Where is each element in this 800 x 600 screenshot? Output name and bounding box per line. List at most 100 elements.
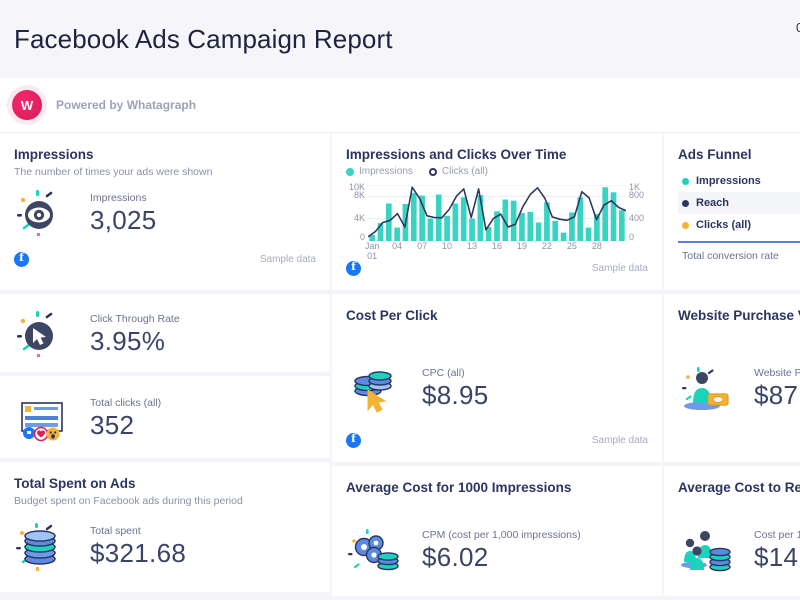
x-axis-tick-label: 07 [417,241,428,251]
axis-tick-label: 0 [359,232,365,242]
powered-by-bar: W Powered by Whatagraph [0,78,800,133]
card-average-cost-to-reach: Average Cost to Reach [664,466,800,596]
funnel-row[interactable]: Clicks (all) 516 (1 [678,214,800,236]
funnel-dot-icon [682,177,689,185]
x-axis-labels: Jan 01 04 07 10 13 16 19 22 25 28 [364,241,626,265]
funnel-dot-icon [682,221,689,229]
grid-column-3: Ads Funnel Impressions 8,629 (10 Reach 3… [664,133,800,596]
metric-value: $87.65 [754,380,800,410]
chart-bar [585,227,592,241]
chart-bar [452,203,459,241]
cursor-click-icon [14,305,76,365]
chart-bar [460,197,467,241]
chart-bar [527,211,534,241]
card-title: Website Purchase Val [678,308,800,323]
funnel-divider [678,241,800,243]
facebook-icon [346,260,361,276]
chart-bar [552,220,559,241]
metric-value: $14.64 [754,542,800,572]
chart-bar [385,203,392,241]
chart-bar [619,210,625,241]
gears-coin-icon [346,521,408,581]
y-axis-left: 0 4K 8K 10K [346,182,368,242]
metric-label: CPC (all) [422,367,465,379]
chart-bar [544,202,550,241]
metric-value: 3,025 [90,205,157,235]
card-cpm: Average Cost for 1000 Impressions [332,466,662,596]
chart-bar [502,199,509,241]
facebook-icon [346,432,361,448]
metric-block: Click Through Rate 3.95% [90,313,180,357]
axis-tick-label: 8K [353,190,365,201]
card-footer: Sample data [346,260,648,276]
card-total-clicks: Total clicks (all) 352 [0,376,330,458]
funnel-row[interactable]: Impressions 8,629 (10 [678,170,800,192]
x-axis-tick-label: 04 [392,241,403,251]
card-subtitle: Budget spent on Facebook ads during this… [14,495,243,507]
card-cost-per-click: Cost Per Click [332,294,662,462]
card-impressions: Impressions The number of times your ads… [0,133,330,290]
metric-row: Impressions 3,025 [14,184,316,244]
report-header: Facebook Ads Campaign Report 0 [0,0,800,78]
metric-block: Impressions 3,025 [90,192,157,236]
header-clipped-text: 0 [796,20,800,35]
chart-bar [519,213,525,241]
chart-bar [485,227,492,241]
chart-bar [510,200,517,241]
sample-data-label: Sample data [259,254,316,265]
metric-value: $6.02 [422,542,489,572]
chart-bar [560,232,567,241]
card-footer: Sample data [14,251,316,267]
people-coins-icon [678,521,740,581]
funnel-label: Clicks (all) [696,219,752,231]
metric-label: Impressions [90,192,147,204]
chart-bar [394,227,400,241]
chart-bar [444,215,450,241]
x-axis-tick-label: Jan 01 [364,241,380,262]
metric-label: Click Through Rate [90,313,180,325]
metric-block: CPM (cost per 1,000 impressions) $6.02 [422,529,581,573]
whatagraph-logo: W [12,90,42,120]
metric-label: CPM (cost per 1,000 impressions) [422,529,581,541]
axis-tick-label: 10K [348,182,365,192]
legend-label: Clicks (all) [441,166,489,177]
card-title: Cost Per Click [346,308,438,323]
metric-value: $321.68 [90,538,187,568]
chart-bar [369,234,375,241]
chart-plot[interactable] [368,185,626,241]
chart-line [368,186,626,238]
page-title: Facebook Ads Campaign Report [14,23,393,54]
funnel-label: Impressions [696,175,761,187]
metric-label: Total spent [90,525,141,537]
chart-bar [610,192,617,241]
funnel-dot-icon [682,199,689,207]
metric-value: 352 [90,410,135,440]
metric-row: Website Purcha $87.65 [678,359,800,419]
card-title: Total Spent on Ads [14,476,136,491]
card-title: Impressions [14,147,94,162]
funnel-row[interactable]: Reach 3,749 (4 [678,192,800,214]
metric-row: CPM (cost per 1,000 impressions) $6.02 [346,521,648,581]
metric-value: $8.95 [422,380,489,410]
axis-tick-label: 1K [629,182,641,192]
powered-by-label: Powered by Whatagraph [56,98,197,112]
card-title: Impressions and Clicks Over Time [346,147,567,162]
axis-tick-label: 4K [353,212,365,223]
card-ads-funnel: Ads Funnel Impressions 8,629 (10 Reach 3… [664,133,800,290]
chart-area: 0 4K 8K 10K 0 400 800 1K [346,182,648,242]
chart-bar [602,187,609,241]
grid-column-1: Impressions The number of times your ads… [0,133,330,596]
legend-item-clicks[interactable]: Clicks (all) [428,166,489,177]
chart-bar [469,218,475,241]
sample-data-label: Sample data [591,263,648,274]
facebook-icon [14,251,29,267]
metric-row: Click Through Rate 3.95% [14,305,180,365]
x-axis-tick-label: 28 [591,241,602,251]
card-subtitle: The number of times your ads were shown [14,166,213,178]
grid-column-2: Impressions and Clicks Over Time Impress… [332,133,662,596]
card-total-spent: Total Spent on Ads Budget spent on Faceb… [0,462,330,592]
card-footer: Sample data [346,432,648,448]
x-axis-tick-label: 16 [491,241,503,251]
legend-item-impressions[interactable]: Impressions [346,166,413,177]
